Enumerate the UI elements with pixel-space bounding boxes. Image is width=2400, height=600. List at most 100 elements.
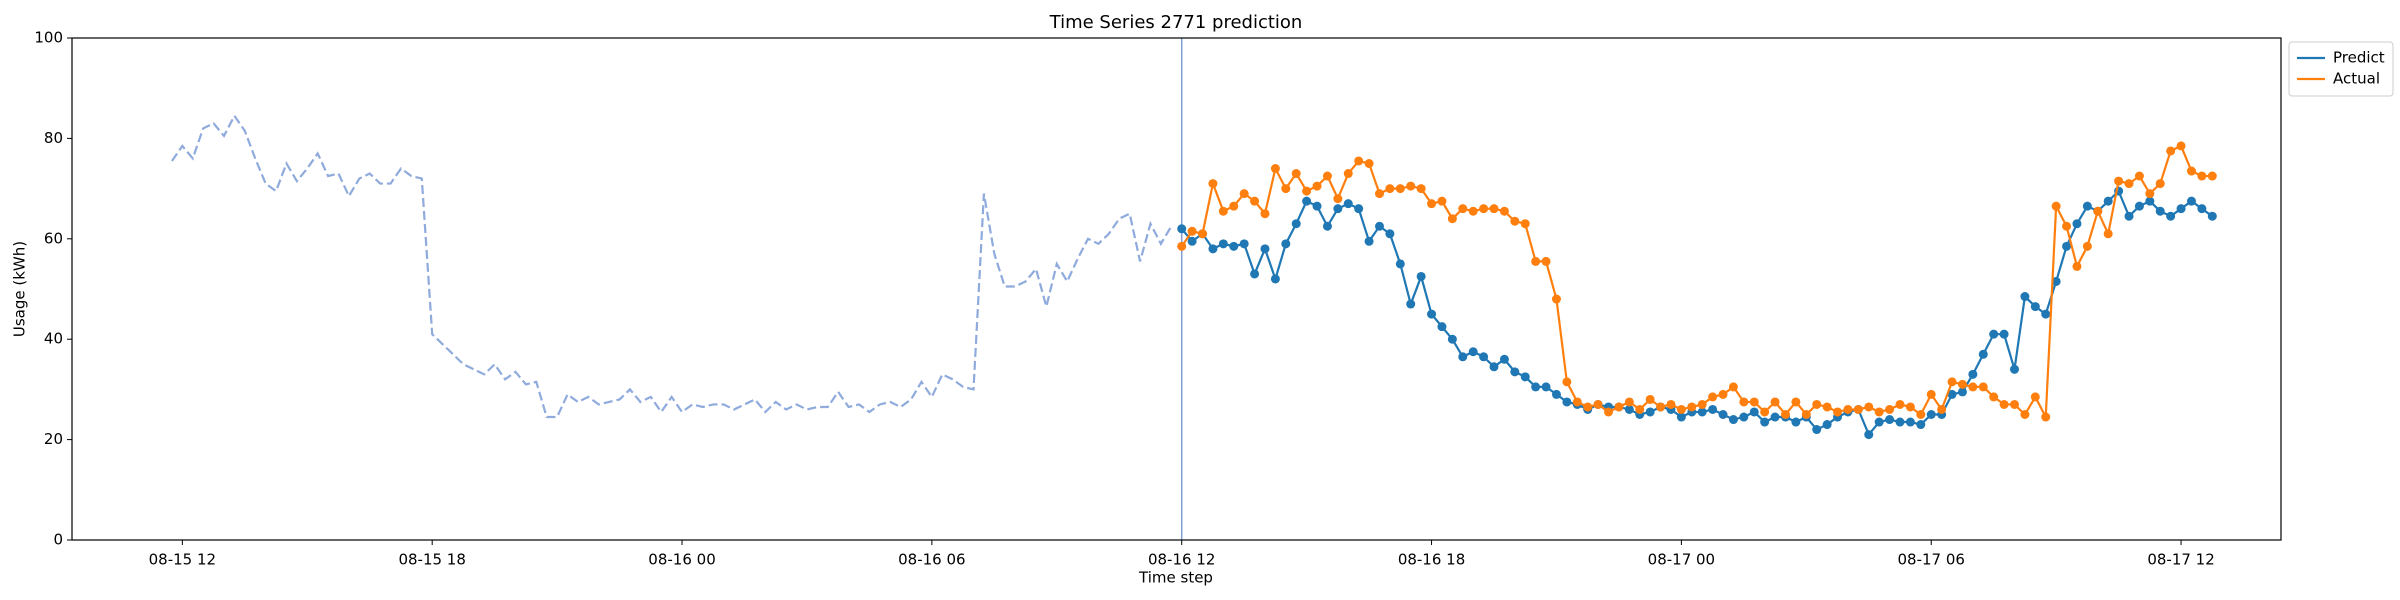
series-marker xyxy=(1853,404,1863,414)
series-marker xyxy=(1468,347,1478,357)
x-tick-label: 08-16 00 xyxy=(648,551,715,569)
series-marker xyxy=(1604,407,1614,417)
legend: Predict Actual xyxy=(2288,41,2394,97)
series-marker xyxy=(1395,259,1405,269)
series-marker xyxy=(1978,349,1988,359)
series-marker xyxy=(1989,392,1999,402)
series-marker xyxy=(1822,402,1832,412)
series-marker xyxy=(1374,221,1384,231)
series-marker xyxy=(1291,219,1301,229)
series-marker xyxy=(1218,239,1228,249)
series-marker xyxy=(2197,204,2207,214)
series-marker xyxy=(1177,224,1187,234)
series-marker xyxy=(1187,236,1197,246)
series-marker xyxy=(2186,166,2196,176)
series-marker xyxy=(1385,229,1395,239)
series-marker xyxy=(1905,417,1915,427)
series-marker xyxy=(1458,204,1468,214)
series-marker xyxy=(1187,226,1197,236)
series-marker xyxy=(1270,164,1280,174)
series-marker xyxy=(1687,402,1697,412)
series-marker xyxy=(1541,256,1551,266)
series-marker xyxy=(2041,412,2051,422)
series-marker xyxy=(2124,179,2134,189)
series-marker xyxy=(1874,417,1884,427)
series-marker xyxy=(1354,156,1364,166)
series-marker xyxy=(1427,309,1437,319)
series-marker xyxy=(1999,329,2009,339)
series-marker xyxy=(1718,389,1728,399)
series-marker xyxy=(1624,404,1634,414)
series-marker xyxy=(1989,329,1999,339)
series-marker xyxy=(1333,194,1343,204)
x-tick-label: 08-17 12 xyxy=(2147,551,2214,569)
series-marker xyxy=(1312,201,1322,211)
series-marker xyxy=(2030,302,2040,312)
series-marker xyxy=(2051,276,2061,286)
series-marker xyxy=(2072,261,2082,271)
series-marker xyxy=(1343,199,1353,209)
series-marker xyxy=(1270,274,1280,284)
series-marker xyxy=(2186,196,2196,206)
series-marker xyxy=(2062,221,2072,231)
series-marker xyxy=(1291,169,1301,179)
series-marker xyxy=(1198,229,1208,239)
series-marker xyxy=(1916,410,1926,419)
series-marker xyxy=(1406,181,1416,191)
series-marker xyxy=(1895,399,1905,409)
series-marker xyxy=(1739,397,1749,407)
series-marker xyxy=(2020,410,2030,419)
legend-label: Predict xyxy=(2333,49,2385,67)
series-marker xyxy=(2041,309,2051,319)
y-tick-label: 60 xyxy=(44,229,63,247)
series-marker xyxy=(2093,206,2103,216)
series-marker xyxy=(2103,196,2113,206)
series-marker xyxy=(1760,407,1770,417)
series-marker xyxy=(1302,186,1312,196)
series-marker xyxy=(1937,404,1947,414)
series-marker xyxy=(2103,229,2113,239)
series-marker xyxy=(1541,382,1551,392)
x-axis-label: Time step xyxy=(1138,569,1213,587)
series-marker xyxy=(1416,184,1426,194)
series-marker xyxy=(2010,364,2020,374)
series-marker xyxy=(2176,141,2186,151)
series-marker xyxy=(1427,199,1437,209)
series-marker xyxy=(1208,179,1218,189)
series-marker xyxy=(1957,379,1967,389)
series-marker xyxy=(1489,362,1499,372)
series-marker xyxy=(1801,410,1811,419)
series-marker xyxy=(1791,397,1801,407)
series-marker xyxy=(1468,206,1478,216)
series-marker xyxy=(2207,211,2217,221)
series-marker xyxy=(1343,169,1353,179)
series-marker xyxy=(1312,181,1322,191)
series-marker xyxy=(1666,399,1676,409)
series-marker xyxy=(1260,209,1270,219)
series-marker xyxy=(1864,430,1874,440)
series-marker xyxy=(1916,420,1926,430)
series-marker xyxy=(2010,399,2020,409)
series-marker xyxy=(1708,404,1718,414)
series-marker xyxy=(1510,367,1520,377)
series-marker xyxy=(1354,204,1364,214)
series-marker xyxy=(1281,239,1291,249)
series-marker xyxy=(2082,241,2092,251)
series-marker xyxy=(2207,171,2217,181)
series-marker xyxy=(1551,389,1561,399)
series-marker xyxy=(1395,184,1405,194)
series-marker xyxy=(1968,369,1978,379)
series-marker xyxy=(1864,402,1874,412)
series-marker xyxy=(2020,292,2030,302)
series-marker xyxy=(1416,271,1426,281)
series-marker xyxy=(1926,389,1936,399)
series-marker xyxy=(1978,382,1988,392)
series-marker xyxy=(1624,397,1634,407)
series-marker xyxy=(1385,184,1395,194)
series-marker xyxy=(1885,415,1895,425)
series-marker xyxy=(1697,399,1707,409)
y-axis-label: Usage (kWh) xyxy=(11,241,29,337)
series-marker xyxy=(2051,201,2061,211)
series-marker xyxy=(1593,399,1603,409)
x-tick-label: 08-16 06 xyxy=(898,551,965,569)
